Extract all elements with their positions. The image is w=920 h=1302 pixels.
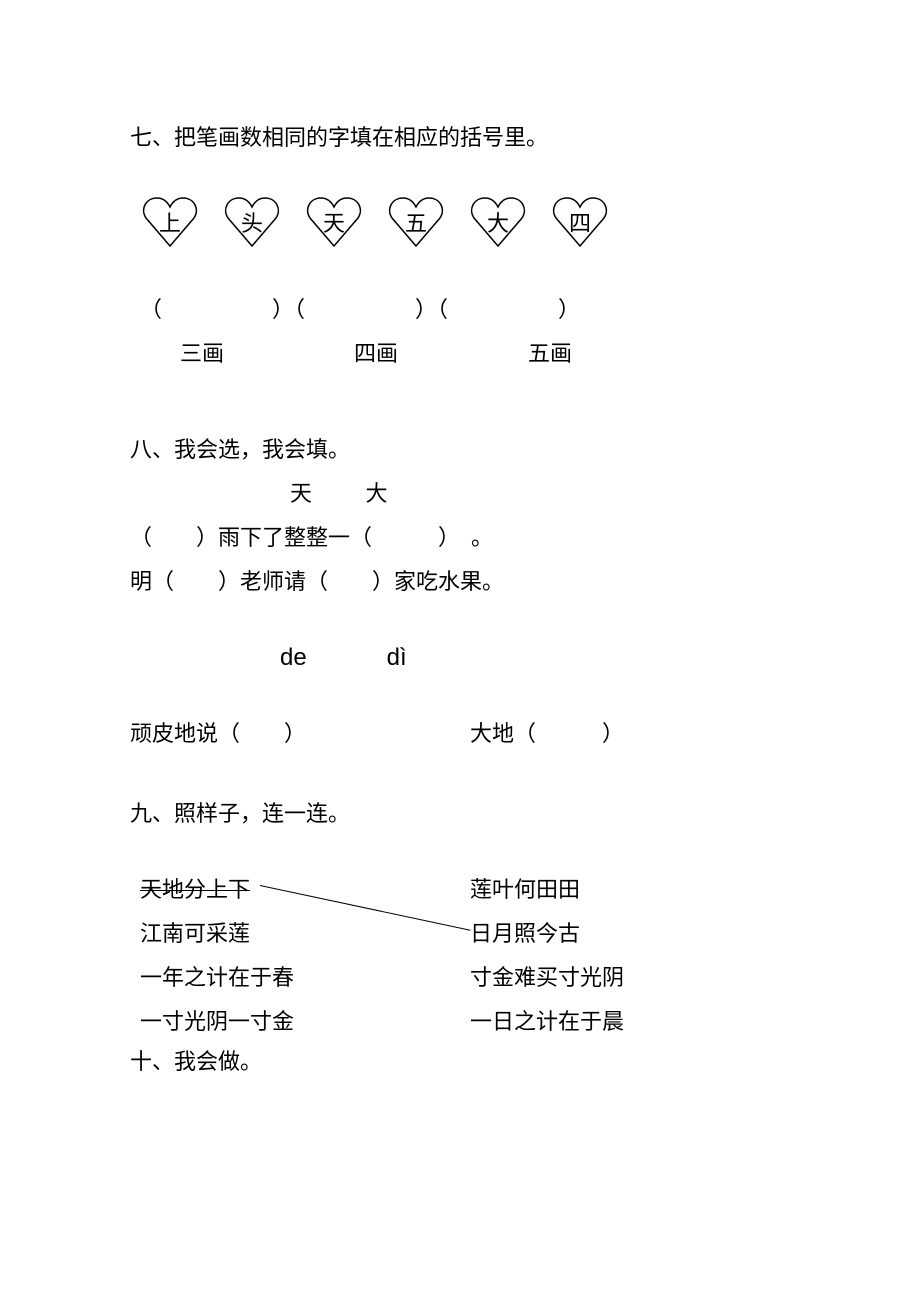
match-left: 一寸光阴一寸金 — [130, 1000, 470, 1044]
q8-line1: （ ）雨下了整整一（ ） 。 — [130, 516, 790, 560]
q8-choices: 天 大 — [130, 472, 790, 516]
match-right: 日月照今古 — [470, 912, 790, 956]
q9-match-area: 天地分上下 莲叶何田田 江南可采莲 日月照今古 一年之计在于春 寸金难买寸光阴 … — [130, 868, 790, 1044]
q8-line2: 明（ ）老师请（ ）家吃水果。 — [130, 560, 790, 604]
q8-choice: 大 — [366, 472, 436, 516]
heart-item: 天 — [304, 192, 364, 252]
q8-pinyin-de: de — [280, 634, 380, 682]
match-left: 一年之计在于春 — [130, 956, 470, 1000]
q8-line3-left: 顽皮地说（ ） — [130, 712, 470, 756]
heart-item: 上 — [140, 192, 200, 252]
heart-item: 四 — [550, 192, 610, 252]
match-right: 寸金难买寸光阴 — [470, 956, 790, 1000]
q9-title: 九、照样子，连一连。 — [130, 796, 790, 828]
match-left: 天地分上下 — [140, 877, 250, 902]
heart-char: 天 — [304, 206, 364, 238]
q8-title: 八、我会选，我会填。 — [130, 428, 790, 472]
heart-char: 头 — [222, 206, 282, 238]
heart-char: 上 — [140, 206, 200, 238]
match-right: 莲叶何田田 — [470, 868, 790, 912]
q7-title: 七、把笔画数相同的字填在相应的括号里。 — [130, 120, 790, 152]
heart-char: 四 — [550, 206, 610, 238]
q7-label: 三画 — [180, 336, 224, 368]
q7-label: 五画 — [528, 336, 572, 368]
q8-line3-right: 大地（ ） — [470, 712, 624, 756]
q8-choice: 天 — [290, 472, 360, 516]
q7-hearts-row: 上 头 天 五 大 四 — [130, 192, 790, 252]
q8-line3: 顽皮地说（ ） 大地（ ） — [130, 712, 790, 756]
heart-item: 五 — [386, 192, 446, 252]
heart-char: 大 — [468, 206, 528, 238]
heart-char: 五 — [386, 206, 446, 238]
match-right: 一日之计在于晨 — [470, 1000, 790, 1044]
heart-item: 大 — [468, 192, 528, 252]
q7-labels: 三画 四画 五画 — [130, 336, 790, 368]
match-row: 天地分上下 莲叶何田田 — [130, 868, 790, 912]
q10-title: 十、我会做。 — [130, 1044, 790, 1076]
q7-brackets: （ ）（ ）（ ） — [130, 292, 790, 324]
q8-pinyin-di: dì — [387, 634, 487, 682]
match-row: 江南可采莲 日月照今古 — [130, 912, 790, 956]
heart-item: 头 — [222, 192, 282, 252]
q8-pinyin: de dì — [130, 634, 790, 682]
q7-label: 四画 — [354, 336, 398, 368]
match-row: 一年之计在于春 寸金难买寸光阴 — [130, 956, 790, 1000]
match-row: 一寸光阴一寸金 一日之计在于晨 — [130, 1000, 790, 1044]
